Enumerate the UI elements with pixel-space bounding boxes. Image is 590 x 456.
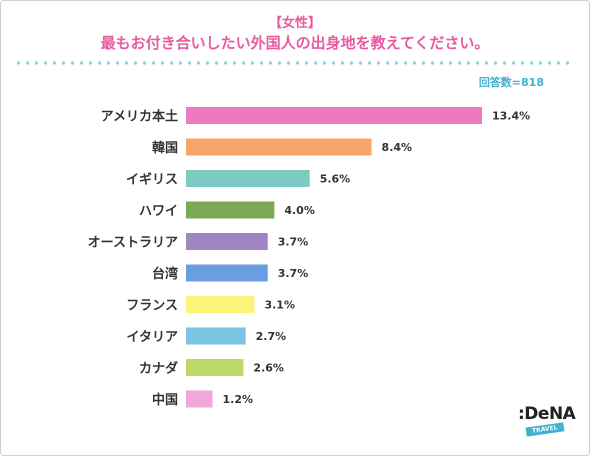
value-label: 2.6% [253,362,284,375]
category-label: イギリス [126,172,178,188]
category-label: 台湾 [152,266,178,282]
bar [186,327,246,345]
chart-subtitle: 【女性】 [268,16,321,31]
bar [186,296,255,313]
chart-title: 最もお付き合いしたい外国人の出身地を教えてください。 [100,34,490,52]
bar [186,201,275,219]
category-label: イタリア [127,330,178,345]
value-label: 3.7% [278,267,309,280]
bar [186,390,213,408]
value-label: 2.7% [256,330,287,343]
value-label: 4.0% [284,204,315,217]
bar [186,107,482,124]
logo-wordmark: :DeNA [518,404,576,424]
respondent-count: 回答数=818 [478,76,544,89]
logo-subtext: TRAVEL [525,422,564,437]
value-label: 5.6% [320,173,351,186]
category-label: ハワイ [139,204,178,219]
bar [186,264,268,282]
value-label: 1.2% [223,393,254,406]
bar [186,138,372,156]
category-label: アメリカ本土 [101,109,178,125]
bar [186,233,268,250]
bars-layer: アメリカ本土 13.4% 韓国 8.4% イギリス 5.6% ハワイ 4.0% オーストラリア 3… [88,107,530,408]
category-label: オーストラリア [88,236,178,251]
category-label: 中国 [152,392,178,408]
value-label: 3.1% [264,299,295,312]
value-label: 13.4% [492,110,530,123]
bar [186,359,244,376]
category-label: 韓国 [152,140,178,156]
value-label: 8.4% [382,141,413,154]
dena-travel-logo: :DeNA TRAVEL [518,404,576,440]
bar [186,170,310,187]
category-label: フランス [126,299,178,314]
category-label: カナダ [139,361,178,377]
dotted-divider [14,60,574,66]
value-label: 3.7% [278,236,309,249]
